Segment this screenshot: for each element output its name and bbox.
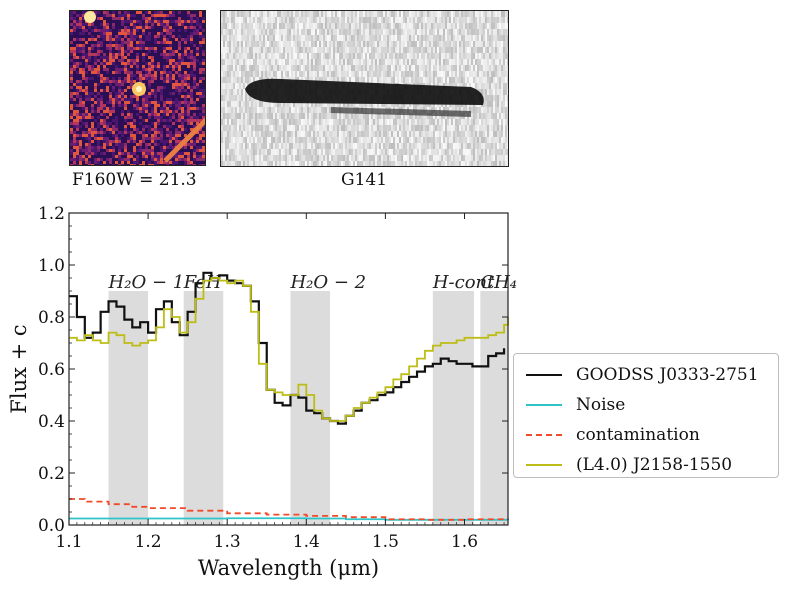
legend-label: contamination [576, 425, 700, 445]
legend-entry: (L4.0) J2158-1550 [520, 450, 772, 480]
y-tick-label: 1.0 [38, 256, 65, 276]
x-tick-label: 1.5 [372, 532, 399, 552]
x-tick-label: 1.2 [135, 532, 162, 552]
legend-label: (L4.0) J2158-1550 [576, 455, 733, 475]
feature-band [183, 291, 224, 525]
grism-caption: G141 [341, 170, 388, 190]
legend: GOODSS J0333-2751 Noise contamination (L4.0… [513, 353, 779, 478]
x-tick-label: 1.4 [293, 532, 320, 552]
f160w-image-stamp [69, 10, 206, 166]
x-tick-label: 1.1 [55, 532, 82, 552]
legend-entry: Noise [520, 390, 772, 420]
image-caption: F160W = 21.3 [72, 170, 197, 190]
legend-swatch [526, 464, 562, 466]
legend-label: GOODSS J0333-2751 [576, 365, 759, 385]
grism-pixels [221, 11, 508, 166]
stamp-pixels [70, 11, 205, 165]
band-label: H-cont [432, 272, 495, 293]
feature-band [432, 291, 474, 525]
legend-swatch [526, 404, 562, 406]
y-tick-label: 1.2 [38, 204, 65, 224]
y-axis-label: Flux + c [7, 324, 31, 413]
legend-swatch [526, 374, 562, 376]
y-tick-label: 0.4 [38, 412, 65, 432]
feature-band [108, 291, 149, 525]
series-line [69, 517, 508, 521]
series-line [69, 271, 506, 425]
y-tick-label: 0.8 [38, 308, 65, 328]
x-tick-label: 1.3 [214, 532, 241, 552]
series-line [69, 277, 509, 422]
band-label: H₂O − 1 [108, 272, 185, 293]
band-label: H₂O − 2 [289, 272, 366, 293]
x-tick-label: 1.6 [451, 532, 478, 552]
x-axis-label: Wavelength (μm) [198, 556, 379, 580]
y-tick-label: 0.2 [38, 464, 65, 484]
legend-entry: GOODSS J0333-2751 [520, 360, 772, 390]
y-tick-label: 0.0 [38, 516, 65, 536]
y-tick-label: 0.6 [38, 360, 65, 380]
legend-label: Noise [576, 395, 626, 415]
series-line [69, 498, 509, 521]
band-label: CH₄ [480, 272, 517, 293]
legend-swatch [526, 434, 562, 436]
legend-entry: contamination [520, 420, 772, 450]
g141-grism-image [220, 10, 509, 167]
feature-band [290, 291, 331, 525]
